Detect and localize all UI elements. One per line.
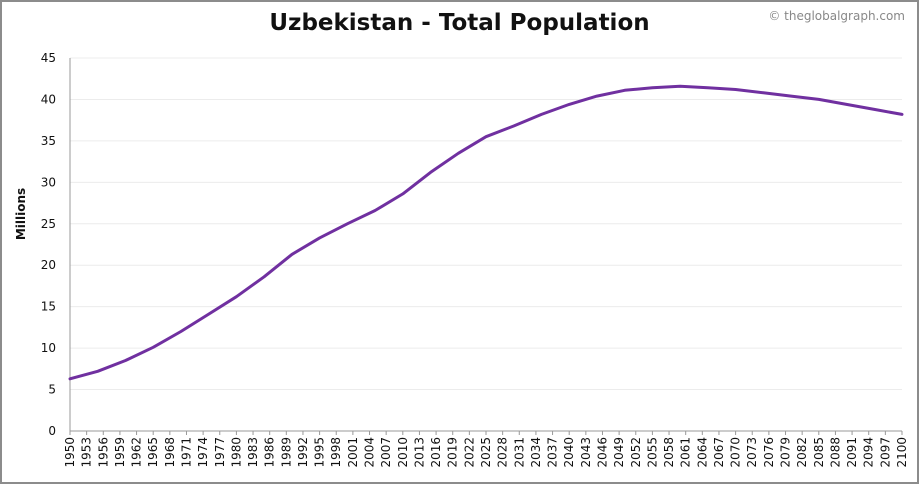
x-tick-label: 1989 — [279, 437, 293, 468]
x-tick-label: 1977 — [213, 437, 227, 468]
y-tick-label: 25 — [41, 217, 56, 231]
x-tick-label: 1986 — [263, 437, 277, 468]
x-tick-label: 2007 — [379, 437, 393, 468]
x-tick-label: 2064 — [695, 437, 709, 468]
x-tick-label: 2037 — [546, 437, 560, 468]
x-tick-label: 2049 — [612, 437, 626, 468]
series-line — [68, 84, 904, 381]
x-tick-label: 1956 — [96, 437, 110, 468]
x-tick-label: 1998 — [329, 437, 343, 468]
x-tick-label: 2079 — [779, 437, 793, 468]
x-tick-label: 2055 — [645, 437, 659, 468]
x-tick-label: 2034 — [529, 437, 543, 468]
y-axis-label: Millions — [14, 188, 28, 240]
x-tick-label: 2052 — [629, 437, 643, 468]
x-tick-label: 2025 — [479, 437, 493, 468]
x-tick-label: 1995 — [313, 437, 327, 468]
x-tick-label: 2100 — [895, 437, 909, 468]
x-tick-label: 2082 — [795, 437, 809, 468]
x-tick-label: 1980 — [229, 437, 243, 468]
x-tick-label: 2076 — [762, 437, 776, 468]
x-tick-label: 2061 — [679, 437, 693, 468]
x-tick-label: 2058 — [662, 437, 676, 468]
x-tick-label: 1962 — [130, 437, 144, 468]
y-tick-label: 20 — [41, 258, 56, 272]
x-tick-label: 2088 — [828, 437, 842, 468]
x-tick-label: 1950 — [63, 437, 77, 468]
y-tick-label: 15 — [41, 300, 56, 314]
x-tick-label: 1992 — [296, 437, 310, 468]
x-tick-label: 1974 — [196, 437, 210, 468]
x-tick-label: 1971 — [179, 437, 193, 468]
x-tick-label: 2031 — [512, 437, 526, 468]
y-tick-label: 0 — [48, 424, 56, 438]
x-tick-labels: 1950 1953 1956 1959 1962 1965 1968 1971 1974 1977… — [63, 437, 909, 468]
x-tick-label: 2028 — [496, 437, 510, 468]
x-tick-label: 1953 — [80, 437, 94, 468]
x-tick-label: 2019 — [446, 437, 460, 468]
credit-text: © theglobalgraph.com — [768, 9, 905, 23]
x-tick-label: 1968 — [163, 437, 177, 468]
x-tick-label: 2073 — [745, 437, 759, 468]
series-layer — [68, 84, 904, 381]
x-tick-label: 1965 — [146, 437, 160, 468]
y-tick-label: 45 — [41, 51, 56, 65]
y-tick-label: 35 — [41, 134, 56, 148]
x-tick-label: 2085 — [812, 437, 826, 468]
axes — [69, 58, 903, 435]
x-tick-label: 2040 — [562, 437, 576, 468]
x-tick-label: 1959 — [113, 437, 127, 468]
y-tick-label: 40 — [41, 92, 56, 106]
x-tick-label: 2010 — [396, 437, 410, 468]
x-tick-label: 1983 — [246, 437, 260, 468]
x-tick-label: 2022 — [462, 437, 476, 468]
x-tick-label: 2013 — [412, 437, 426, 468]
x-tick-label: 2070 — [729, 437, 743, 468]
x-tick-label: 2043 — [579, 437, 593, 468]
y-tick-label: 5 — [48, 383, 56, 397]
x-tick-label: 2001 — [346, 437, 360, 468]
y-tick-labels: 0 5 10 15 20 25 30 35 40 45 — [41, 51, 56, 438]
y-tick-label: 30 — [41, 175, 56, 189]
x-tick-label: 2091 — [845, 437, 859, 468]
x-tick-label: 2067 — [712, 437, 726, 468]
x-tick-label: 2094 — [862, 437, 876, 468]
x-tick-label: 2097 — [878, 437, 892, 468]
chart-title: Uzbekistan - Total Population — [269, 10, 650, 36]
y-tick-label: 10 — [41, 341, 56, 355]
x-tick-label: 2004 — [363, 437, 377, 468]
grid-lines — [70, 57, 902, 391]
x-tick-label: 2046 — [595, 437, 609, 468]
x-tick-label: 2016 — [429, 437, 443, 468]
